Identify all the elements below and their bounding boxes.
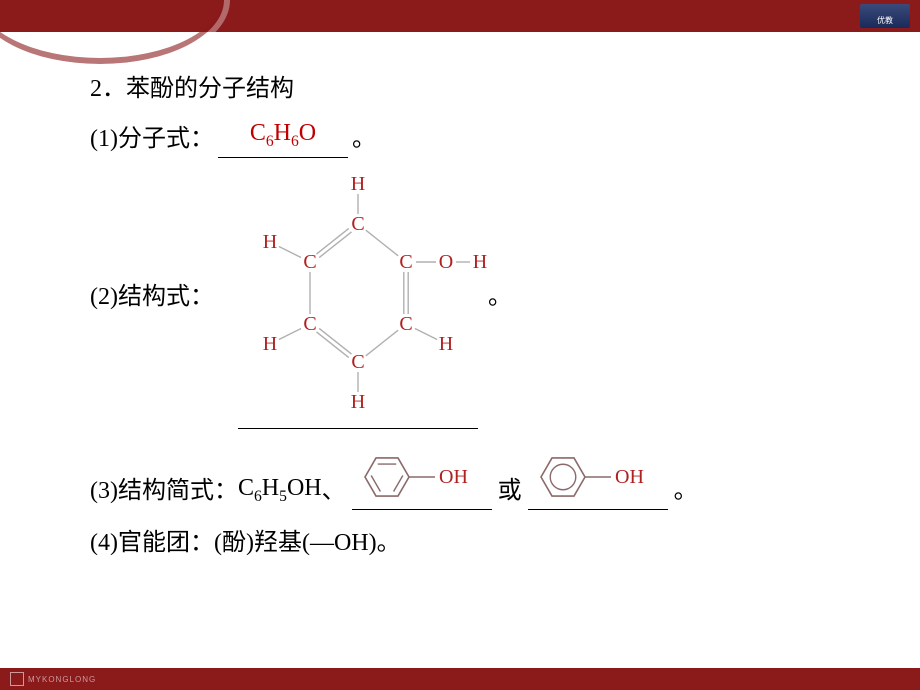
svg-text:H: H: [473, 251, 487, 273]
svg-text:H: H: [263, 333, 277, 355]
f-c: C: [250, 120, 266, 146]
svg-text:C: C: [303, 251, 316, 273]
f3-s2: 5: [279, 488, 287, 505]
item3-period: 。: [674, 472, 698, 510]
item-molecular-formula: (1)分子式： C6H6O 。: [90, 114, 830, 158]
svg-text:H: H: [263, 231, 277, 253]
skeletal-phenol-1: OH: [357, 447, 487, 507]
f-s1: 6: [266, 133, 274, 150]
svg-text:H: H: [439, 333, 453, 355]
f3-oh: OH: [287, 475, 322, 501]
item3-label: (3)结构简式：: [90, 472, 238, 510]
svg-text:C: C: [351, 213, 364, 235]
section-title: 2．苯酚的分子结构: [90, 70, 830, 108]
brand-logo-bottom: MYKONGLONG: [10, 670, 96, 688]
f-o: O: [299, 120, 316, 146]
bottom-logo-icon: [10, 672, 24, 686]
f3-h: H: [262, 475, 279, 501]
item3-or: 或: [498, 472, 522, 510]
item3-formula: C6H5OH: [238, 469, 322, 510]
svg-text:O: O: [439, 251, 453, 273]
item3-skeletal2-blank: OH: [528, 447, 668, 510]
item1-answer: C6H6O: [218, 114, 348, 158]
item1-period: 。: [352, 120, 376, 158]
item-structural-formula: (2)结构式： CCCCCCHOHHHHH 。: [90, 166, 830, 429]
svg-text:H: H: [351, 391, 365, 413]
svg-text:OH: OH: [615, 466, 644, 488]
item-functional-group: (4)官能团：(酚)羟基(—OH)。: [90, 524, 830, 562]
skeletal-phenol-2: OH: [533, 447, 663, 507]
f-s2: 6: [291, 133, 299, 150]
brand-logo-top: 优教: [860, 4, 910, 28]
bottom-logo-text: MYKONGLONG: [28, 675, 96, 684]
svg-text:C: C: [399, 313, 412, 335]
structural-diagram: CCCCCCHOHHHHH: [228, 166, 488, 426]
item2-underline: [238, 428, 478, 429]
svg-text:OH: OH: [439, 466, 468, 488]
slide-content: 2．苯酚的分子结构 (1)分子式： C6H6O 。 (2)结构式： CCCCCC…: [0, 32, 920, 563]
top-bar: 优教: [0, 0, 920, 32]
svg-text:C: C: [303, 313, 316, 335]
f3-c: C: [238, 475, 254, 501]
svg-text:C: C: [399, 251, 412, 273]
item-condensed-formula: (3)结构简式： C6H5OH 、 OH 或 OH 。: [90, 447, 830, 510]
f3-s1: 6: [254, 488, 262, 505]
item2-label: (2)结构式：: [90, 278, 214, 316]
item2-period: 。: [488, 278, 512, 316]
bottom-bar: MYKONGLONG: [0, 668, 920, 690]
f-h: H: [274, 120, 291, 146]
svg-text:C: C: [351, 351, 364, 373]
item3-sep: 、: [322, 472, 346, 510]
item1-label: (1)分子式：: [90, 120, 214, 158]
item3-skeletal1-blank: OH: [352, 447, 492, 510]
svg-text:H: H: [351, 173, 365, 195]
